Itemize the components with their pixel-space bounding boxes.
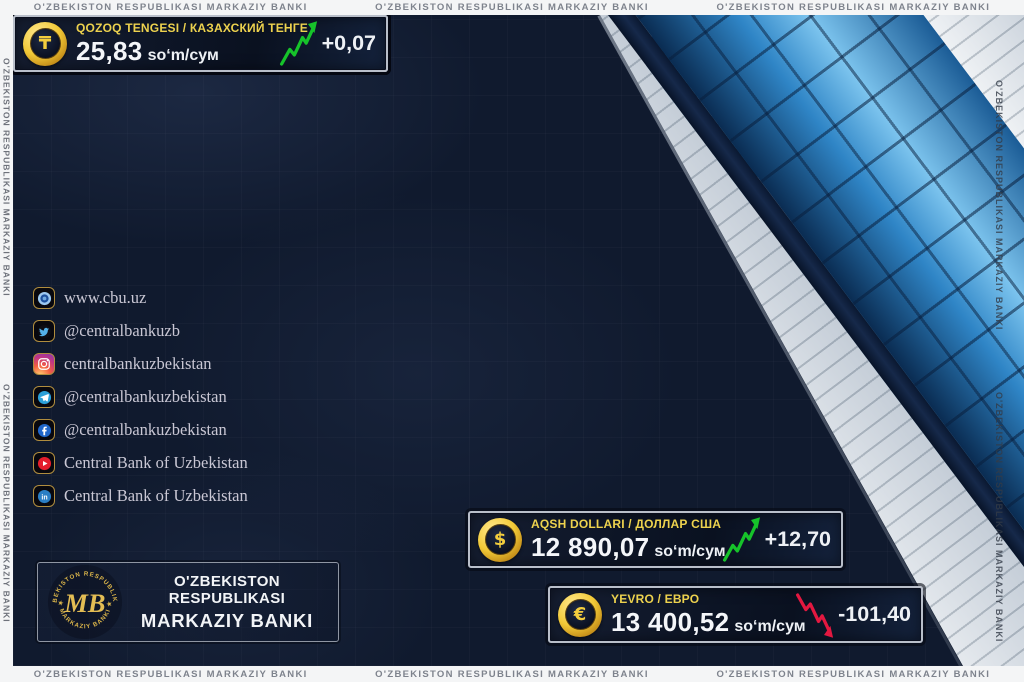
trend-arrow	[278, 19, 318, 69]
stage: VALYUTALAR KURSLARI / КУРСЫ ВАЛЮТ 03.03.…	[13, 15, 1024, 666]
border-text: O'ZBEKISTON RESPUBLIKASI MARKAZIY BANKI	[375, 2, 649, 13]
change-value: +0,07	[321, 31, 376, 55]
telegram-icon	[33, 386, 55, 408]
currency-label: AQSH DOLLARI / ДОЛЛАР США	[531, 516, 722, 531]
currency-symbol: $	[493, 528, 507, 550]
social-link-linkedin[interactable]: in Central Bank of Uzbekistan	[33, 485, 248, 507]
currency-symbol: ₸	[38, 32, 52, 54]
social-label: @centralbankuzbekistan	[64, 387, 227, 406]
social-label: @centralbankuzbekistan	[64, 420, 227, 439]
border-text: O'ZBEKISTON RESPUBLIKASI MARKAZIY BANKI	[716, 668, 991, 680]
trend-up-icon	[722, 516, 760, 562]
social-links: www.cbu.uz @centralbankuzb centralbankuz…	[33, 287, 248, 507]
currency-label: YEVRO / ЕВРО	[611, 591, 700, 606]
border-text: O'ZBEKISTON RESPUBLIKASI MARKAZIY BANKI	[716, 2, 991, 13]
trend-down-icon	[796, 592, 834, 638]
bank-name: O'ZBEKISTON RESPUBLIKASI MARKAZIY BANKI	[124, 573, 330, 632]
currency-rate: 25,83	[76, 35, 143, 66]
border-text: O'ZBEKISTON RESPUBLIKASI MARKAZIY BANKI	[33, 668, 308, 680]
twitter-icon	[33, 320, 55, 342]
currency-rate: 13 400,52	[611, 606, 730, 637]
social-label: @centralbankuzb	[64, 321, 180, 340]
svg-text:in: in	[41, 494, 47, 501]
social-link-facebook[interactable]: @centralbankuzbekistan	[33, 419, 248, 441]
social-label: Central Bank of Uzbekistan	[64, 453, 248, 472]
emblem-monogram: MB	[64, 589, 106, 618]
bank-name-line2: MARKAZIY BANKI	[140, 609, 314, 631]
facebook-icon	[33, 419, 55, 441]
currency-unit: soʻm/сум	[734, 617, 806, 635]
change-value: -101,40	[838, 602, 911, 626]
border-text: O'ZBEKISTON RESPUBLIKASI MARKAZIY BANKI	[994, 80, 1004, 331]
trend-arrow	[794, 590, 834, 640]
currency-card-usd: $ AQSH DOLLARI / ДОЛЛАР США 12 890,07 soʻ…	[468, 511, 843, 568]
border-text: O'ZBEKISTON RESPUBLIKASI MARKAZIY BANKI	[33, 2, 308, 13]
social-label: centralbankuzbekistan	[64, 354, 212, 373]
border-text: O'ZBEKISTON RESPUBLIKASI MARKAZIY BANKI	[1, 383, 12, 623]
currency-card-eur: € YEVRO / ЕВРО 13 400,52 soʻm/сум -101,40	[548, 586, 923, 643]
social-link-instagram[interactable]: centralbankuzbekistan	[33, 353, 248, 375]
social-link-telegram[interactable]: @centralbankuzbekistan	[33, 386, 248, 408]
linkedin-icon: in	[33, 485, 55, 507]
change-value: +12,70	[764, 527, 831, 551]
website-icon	[33, 287, 55, 309]
currency-rate: 12 890,07	[531, 531, 650, 562]
social-label: www.cbu.uz	[64, 288, 147, 307]
border-strip-top: O'ZBEKISTON RESPUBLIKASI MARKAZIY BANKI …	[0, 0, 1024, 15]
bank-emblem: O'ZBEKISTON RESPUBLIKASI ★ MARKAZIY BANK…	[46, 563, 123, 640]
youtube-icon	[33, 452, 55, 474]
social-link-website[interactable]: www.cbu.uz	[33, 287, 248, 309]
border-text: O'ZBEKISTON RESPUBLIKASI MARKAZIY BANKI	[375, 668, 649, 680]
kzt-coin-icon: ₸	[23, 21, 67, 66]
social-link-youtube[interactable]: Central Bank of Uzbekistan	[33, 452, 248, 474]
currency-label: QOZOQ TENGESI / КАЗАХСКИЙ ТЕНГЕ	[76, 20, 308, 35]
border-text: O'ZBEKISTON RESPUBLIKASI MARKAZIY BANKI	[1, 58, 12, 298]
border-strip-bottom: O'ZBEKISTON RESPUBLIKASI MARKAZIY BANKI …	[0, 666, 1024, 682]
trend-up-icon	[279, 20, 317, 66]
bank-logo-box: O'ZBEKISTON RESPUBLIKASI ★ MARKAZIY BANK…	[37, 562, 339, 642]
instagram-icon	[33, 353, 55, 375]
trend-arrow	[721, 515, 761, 565]
border-text: O'ZBEKISTON RESPUBLIKASI MARKAZIY BANKI	[994, 391, 1004, 642]
currency-unit: soʻm/сум	[147, 46, 219, 64]
eur-coin-icon: €	[558, 592, 602, 637]
border-strip-left: O'ZBEKISTON RESPUBLIKASI MARKAZIY BANKI …	[0, 15, 13, 666]
usd-coin-icon: $	[478, 517, 522, 562]
bank-name-line1: O'ZBEKISTON RESPUBLIKASI	[168, 572, 286, 607]
border-watermark-right: O'ZBEKISTON RESPUBLIKASI MARKAZIY BANKI …	[994, 80, 1004, 642]
currency-card-kzt: ₸ QOZOQ TENGESI / КАЗАХСКИЙ ТЕНГЕ 25,83 s…	[13, 15, 388, 72]
currency-symbol: €	[573, 603, 587, 625]
social-label: Central Bank of Uzbekistan	[64, 486, 248, 505]
currency-unit: soʻm/сум	[654, 542, 726, 560]
social-link-twitter[interactable]: @centralbankuzb	[33, 320, 248, 342]
